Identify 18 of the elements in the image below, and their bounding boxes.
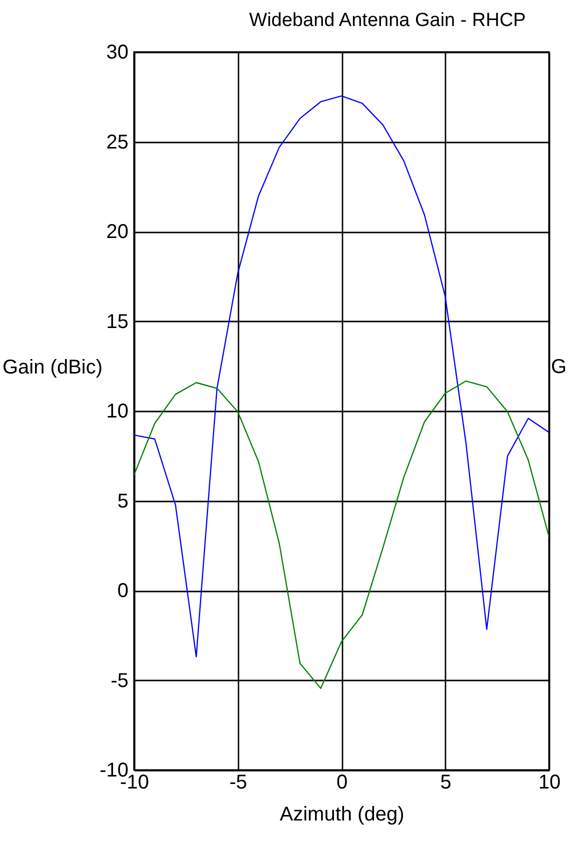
x-axis-title: Azimuth (deg)	[280, 804, 404, 826]
y2-axis-title: G	[551, 356, 567, 378]
y-tick-label: 0	[117, 580, 128, 602]
y-tick-label: -5	[110, 670, 128, 692]
y-tick-label: 15	[106, 310, 128, 333]
y-tick-label: 10	[106, 400, 128, 422]
y-tick-label: 20	[106, 221, 128, 243]
x-tick-label: -5	[229, 772, 248, 794]
y-axis-title: Gain (dBic)	[2, 356, 103, 378]
chart-title: Wideband Antenna Gain - RHCP	[249, 10, 526, 31]
y-tick-label: 25	[106, 131, 128, 154]
line-series	[134, 380, 549, 689]
x-tick-label: 10	[538, 772, 561, 794]
y-tick-label: 5	[117, 490, 128, 512]
x-tick-label: 0	[336, 772, 348, 794]
line-series	[134, 95, 549, 658]
y-tick-label: 30	[106, 42, 128, 64]
x-tick-label: 5	[440, 772, 452, 794]
